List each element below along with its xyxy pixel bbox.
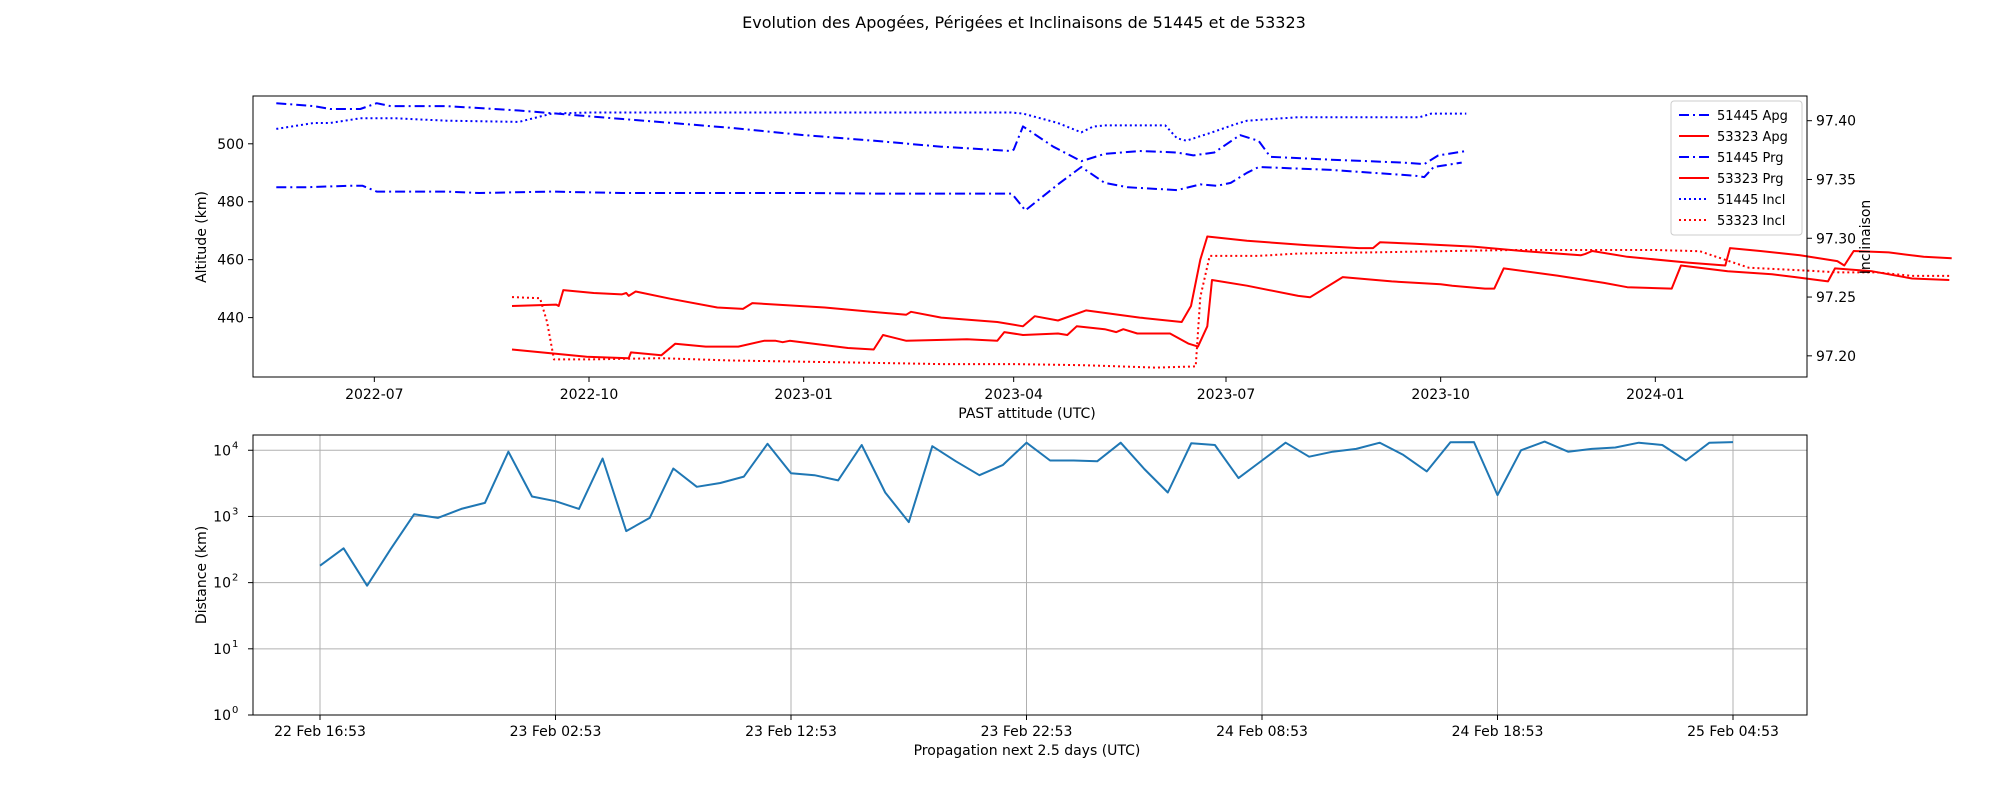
bottom-x-tick-label: 23 Feb 22:53 <box>981 724 1073 740</box>
bottom-x-tick-label: 23 Feb 02:53 <box>510 724 602 740</box>
series-line-51445-apg <box>276 102 1467 166</box>
bottom-y-tick-exponent: 4 <box>232 440 238 451</box>
top-legend: 51445 Apg 53323 Apg 51445 Prg 53323 Prg 5144… <box>1670 100 1803 236</box>
top-x-tick-label: 2023-07 <box>1197 387 1256 403</box>
altitude-inclination-chart: 2022-07 2022-10 2023-01 2023-04 2023-07 2023-… <box>194 95 1952 422</box>
top-x-tick-label: 2023-04 <box>984 387 1043 403</box>
bottom-x-tick-label: 24 Feb 08:53 <box>1216 724 1308 740</box>
bottom-y-tick-exponent: 3 <box>232 506 238 517</box>
bottom-y-tick-exponent: 2 <box>232 573 238 584</box>
top-y2-tick-label: 97.40 <box>1816 114 1856 130</box>
distance-chart: 22 Feb 16:53 23 Feb 02:53 23 Feb 12:53 23 F… <box>194 434 1808 759</box>
legend-label: 53323 Incl <box>1717 214 1785 229</box>
bottom-y-tick-label: 10 <box>213 443 231 459</box>
top-y2-axis-ticks: 97.20 97.25 97.30 97.35 97.40 <box>1807 114 1856 365</box>
series-line-51445-incl <box>276 111 1467 142</box>
series-line-51445-prg <box>276 161 1462 212</box>
bottom-y-tick-label: 10 <box>213 576 231 592</box>
top-y-tick-label: 480 <box>217 195 244 211</box>
top-plot-frame <box>252 95 1808 378</box>
series-line-distance <box>319 440 1734 587</box>
legend-label: 53323 Prg <box>1717 172 1783 187</box>
bottom-y-tick-label: 10 <box>213 642 231 658</box>
top-x-tick-label: 2024-01 <box>1626 387 1685 403</box>
top-y-tick-label: 460 <box>217 253 244 269</box>
top-y2-tick-label: 97.35 <box>1816 172 1856 188</box>
top-y-axis-label: Altitude (km) <box>194 191 210 283</box>
top-y-tick-label: 500 <box>217 137 244 153</box>
top-y2-tick-label: 97.25 <box>1816 290 1856 306</box>
top-y2-tick-label: 97.20 <box>1816 349 1856 365</box>
top-y-axis-ticks: 440 460 480 500 <box>217 137 253 327</box>
top-y2-tick-label: 97.30 <box>1816 231 1856 247</box>
legend-box <box>1670 100 1803 236</box>
bottom-y-tick-exponent: 0 <box>232 705 238 716</box>
bottom-y-tick-label: 10 <box>213 509 231 525</box>
top-y-tick-label: 440 <box>217 311 244 327</box>
top-x-tick-label: 2023-10 <box>1411 387 1470 403</box>
bottom-x-tick-label: 25 Feb 04:53 <box>1687 724 1779 740</box>
bottom-x-tick-label: 23 Feb 12:53 <box>745 724 837 740</box>
bottom-y-tick-label: 10 <box>213 708 231 724</box>
bottom-series-group <box>319 440 1734 587</box>
legend-label: 53323 Apg <box>1717 130 1788 145</box>
legend-label: 51445 Apg <box>1717 109 1788 124</box>
series-line-53323-incl <box>511 249 1950 369</box>
legend-label: 51445 Incl <box>1717 193 1785 208</box>
top-y2-axis-label: Inclinaison <box>1858 200 1874 275</box>
top-x-axis-label: PAST attitude (UTC) <box>958 406 1095 422</box>
bottom-plot-frame <box>252 434 1808 716</box>
figure-title: Evolution des Apogées, Périgées et Incli… <box>742 13 1306 32</box>
bottom-x-tick-label: 24 Feb 18:53 <box>1452 724 1544 740</box>
bottom-y-axis-label: Distance (km) <box>194 526 210 624</box>
bottom-x-tick-label: 22 Feb 16:53 <box>274 724 366 740</box>
bottom-y-tick-exponent: 1 <box>232 639 238 650</box>
series-line-53323-prg <box>511 264 1950 360</box>
bottom-x-axis-label: Propagation next 2.5 days (UTC) <box>914 743 1141 759</box>
top-x-tick-label: 2022-10 <box>560 387 619 403</box>
bottom-grid <box>253 435 1807 716</box>
series-line-53323-apg <box>511 235 1952 328</box>
top-series-group <box>276 102 1952 369</box>
legend-label: 51445 Prg <box>1717 151 1783 166</box>
top-x-tick-label: 2023-01 <box>774 387 833 403</box>
top-x-tick-label: 2022-07 <box>345 387 404 403</box>
top-x-axis-ticks: 2022-07 2022-10 2023-01 2023-04 2023-07 2023-… <box>345 377 1685 403</box>
bottom-x-axis-ticks: 22 Feb 16:53 23 Feb 02:53 23 Feb 12:53 23 F… <box>274 715 1779 740</box>
